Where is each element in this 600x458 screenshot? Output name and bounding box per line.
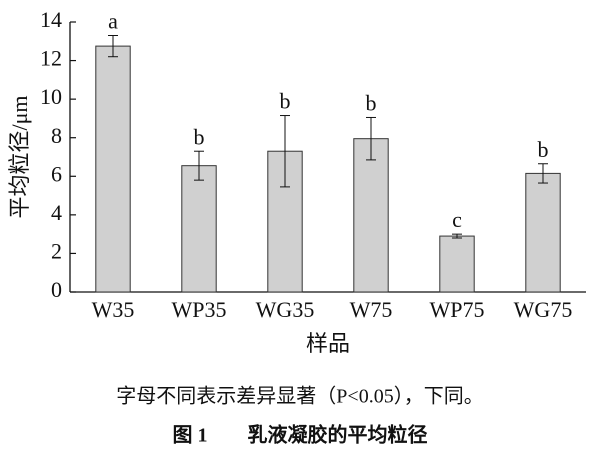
bar: [267, 150, 303, 293]
caption: 图 1 乳液凝胶的平均粒径: [173, 423, 428, 447]
significance-letter: c: [452, 207, 462, 232]
bar: [95, 45, 131, 293]
x-tick-label: WP35: [172, 297, 227, 322]
x-tick-label: WG75: [514, 297, 573, 322]
significance-letter: b: [194, 124, 205, 149]
bar: [181, 165, 217, 293]
bar: [525, 172, 561, 293]
x-axis-label: 样品: [306, 331, 350, 356]
y-tick-label: 10: [40, 84, 62, 109]
x-tick-label: WP75: [430, 297, 485, 322]
y-tick-label: 0: [51, 277, 62, 302]
y-tick-label: 12: [40, 46, 62, 71]
significance-letter: b: [280, 89, 291, 114]
y-tick-label: 14: [40, 7, 62, 32]
x-tick-label: WG35: [256, 297, 315, 322]
x-tick-label: W75: [350, 297, 393, 322]
bar: [439, 235, 475, 293]
y-tick-label: 8: [51, 123, 62, 148]
significance-letter: a: [108, 9, 118, 34]
note: 字母不同表示差异显著（P<0.05），下同。: [116, 385, 483, 408]
y-tick-label: 6: [51, 161, 62, 186]
significance-letter: b: [366, 91, 377, 116]
bar: [353, 138, 389, 293]
y-tick-label: 4: [51, 200, 62, 225]
x-tick-label: W35: [92, 297, 135, 322]
y-axis-label: 平均粒径/μm: [7, 95, 32, 218]
y-tick-label: 2: [51, 238, 62, 263]
significance-letter: b: [538, 137, 549, 162]
